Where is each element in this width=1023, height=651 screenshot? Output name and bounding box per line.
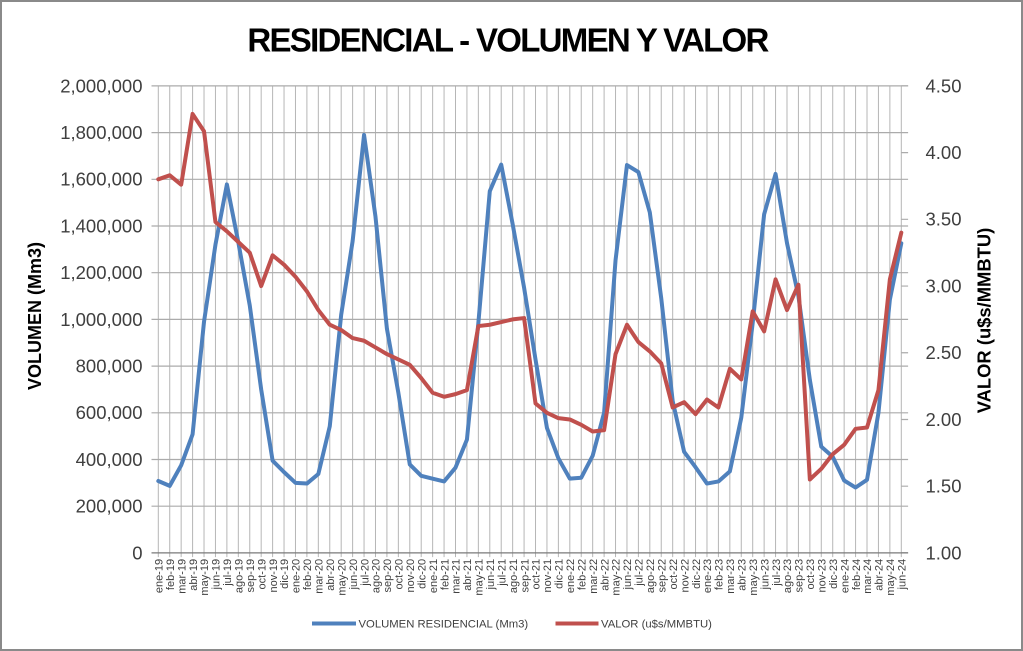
svg-text:mar-23: mar-23 <box>725 559 737 594</box>
svg-text:ago-20: ago-20 <box>371 559 383 593</box>
svg-text:abr-24: abr-24 <box>874 559 886 591</box>
svg-text:sep-22: sep-22 <box>656 559 668 593</box>
svg-text:oct-20: oct-20 <box>394 559 406 590</box>
svg-text:abr-22: abr-22 <box>599 559 611 591</box>
svg-text:2.50: 2.50 <box>926 342 962 363</box>
svg-text:ago-22: ago-22 <box>645 559 657 593</box>
svg-text:mar-22: mar-22 <box>588 559 600 594</box>
svg-text:400,000: 400,000 <box>76 449 143 470</box>
svg-text:may-19: may-19 <box>199 559 211 596</box>
svg-text:1.00: 1.00 <box>926 542 962 563</box>
svg-text:feb-19: feb-19 <box>165 559 177 590</box>
svg-text:jun-23: jun-23 <box>759 559 771 591</box>
svg-text:jul-21: jul-21 <box>496 559 508 587</box>
svg-text:dic-23: dic-23 <box>828 559 840 589</box>
svg-text:may-21: may-21 <box>474 559 486 596</box>
svg-text:ene-22: ene-22 <box>565 559 577 593</box>
svg-text:dic-20: dic-20 <box>416 559 428 589</box>
svg-text:may-22: may-22 <box>611 559 623 596</box>
svg-text:sep-23: sep-23 <box>794 559 806 593</box>
svg-text:oct-23: oct-23 <box>805 559 817 590</box>
svg-text:3.50: 3.50 <box>926 209 962 230</box>
svg-text:jun-22: jun-22 <box>622 559 634 591</box>
svg-text:abr-21: abr-21 <box>462 559 474 591</box>
svg-text:oct-21: oct-21 <box>531 559 543 590</box>
svg-text:feb-24: feb-24 <box>851 559 863 590</box>
svg-text:dic-22: dic-22 <box>691 559 703 589</box>
svg-text:200,000: 200,000 <box>76 496 143 517</box>
svg-text:1,800,000: 1,800,000 <box>60 122 142 143</box>
svg-text:jun-20: jun-20 <box>348 559 360 591</box>
svg-text:3.00: 3.00 <box>926 275 962 296</box>
svg-text:feb-20: feb-20 <box>302 559 314 590</box>
svg-text:jul-22: jul-22 <box>634 559 646 587</box>
svg-text:4.50: 4.50 <box>926 75 962 96</box>
svg-text:oct-22: oct-22 <box>668 559 680 590</box>
svg-text:ene-23: ene-23 <box>702 559 714 593</box>
svg-text:jul-20: jul-20 <box>359 559 371 587</box>
svg-text:VOLUMEN (Mm3): VOLUMEN (Mm3) <box>25 242 45 390</box>
svg-text:sep-21: sep-21 <box>519 559 531 593</box>
svg-text:VOLUMEN RESIDENCIAL (Mm3): VOLUMEN RESIDENCIAL (Mm3) <box>359 619 529 631</box>
svg-text:RESIDENCIAL - VOLUMEN Y VALOR: RESIDENCIAL - VOLUMEN Y VALOR <box>247 22 769 59</box>
svg-text:feb-23: feb-23 <box>714 559 726 590</box>
svg-text:abr-20: abr-20 <box>325 559 337 591</box>
svg-text:nov-20: nov-20 <box>405 559 417 593</box>
svg-text:ago-23: ago-23 <box>782 559 794 593</box>
svg-text:ene-20: ene-20 <box>291 559 303 593</box>
svg-text:ago-19: ago-19 <box>234 559 246 593</box>
svg-text:2,000,000: 2,000,000 <box>60 75 142 96</box>
svg-text:1,400,000: 1,400,000 <box>60 215 142 236</box>
svg-text:800,000: 800,000 <box>76 356 143 377</box>
svg-text:4.00: 4.00 <box>926 142 962 163</box>
svg-text:abr-23: abr-23 <box>736 559 748 591</box>
svg-text:nov-22: nov-22 <box>679 559 691 593</box>
svg-text:ene-19: ene-19 <box>154 559 166 593</box>
svg-text:sep-19: sep-19 <box>245 559 257 593</box>
svg-text:1,600,000: 1,600,000 <box>60 169 142 190</box>
svg-text:feb-22: feb-22 <box>576 559 588 590</box>
svg-text:may-23: may-23 <box>748 559 760 596</box>
svg-text:may-24: may-24 <box>885 559 897 596</box>
svg-text:VALOR (u$s/MMBTU): VALOR (u$s/MMBTU) <box>601 619 712 631</box>
svg-text:ago-21: ago-21 <box>508 559 520 593</box>
svg-text:jul-19: jul-19 <box>222 559 234 587</box>
svg-text:may-20: may-20 <box>336 559 348 596</box>
svg-text:jul-23: jul-23 <box>771 559 783 587</box>
svg-text:2.00: 2.00 <box>926 409 962 430</box>
svg-text:nov-19: nov-19 <box>268 559 280 593</box>
svg-text:dic-19: dic-19 <box>279 559 291 589</box>
svg-text:mar-21: mar-21 <box>451 559 463 594</box>
svg-text:VALOR (u$s/MMBTU): VALOR (u$s/MMBTU) <box>974 228 995 414</box>
svg-text:1.50: 1.50 <box>926 476 962 497</box>
svg-text:jun-21: jun-21 <box>485 559 497 591</box>
svg-text:ene-21: ene-21 <box>428 559 440 593</box>
svg-text:abr-19: abr-19 <box>188 559 200 591</box>
svg-text:dic-21: dic-21 <box>554 559 566 589</box>
svg-text:feb-21: feb-21 <box>439 559 451 590</box>
svg-text:oct-19: oct-19 <box>256 559 268 590</box>
svg-text:jun-24: jun-24 <box>897 559 909 591</box>
svg-text:1,200,000: 1,200,000 <box>60 262 142 283</box>
svg-text:ene-24: ene-24 <box>839 559 851 593</box>
svg-text:mar-24: mar-24 <box>862 559 874 594</box>
svg-text:0: 0 <box>132 542 142 563</box>
svg-text:mar-19: mar-19 <box>176 559 188 594</box>
svg-text:1,000,000: 1,000,000 <box>60 309 142 330</box>
svg-text:nov-23: nov-23 <box>816 559 828 593</box>
svg-text:600,000: 600,000 <box>76 402 143 423</box>
svg-text:mar-20: mar-20 <box>314 559 326 594</box>
svg-text:jun-19: jun-19 <box>211 559 223 591</box>
svg-text:sep-20: sep-20 <box>382 559 394 593</box>
svg-text:nov-21: nov-21 <box>542 559 554 593</box>
